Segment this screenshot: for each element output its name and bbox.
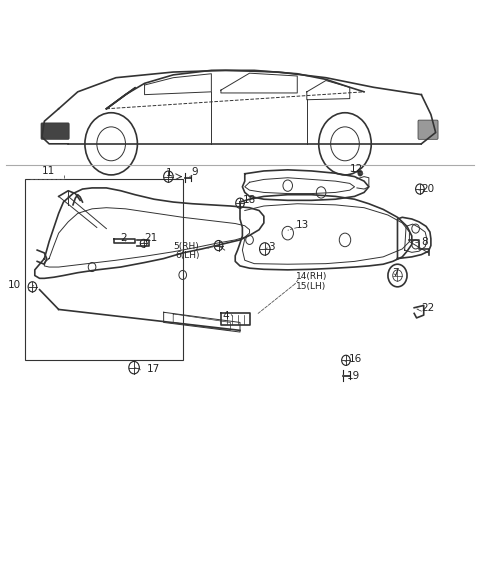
Text: 3: 3 <box>269 243 275 252</box>
FancyBboxPatch shape <box>418 120 438 139</box>
Text: 19: 19 <box>347 370 360 381</box>
Text: 6(LH): 6(LH) <box>175 251 199 260</box>
Text: 16: 16 <box>348 354 361 364</box>
Text: 21: 21 <box>144 233 158 243</box>
Text: 4: 4 <box>222 311 229 321</box>
Text: 22: 22 <box>421 303 434 313</box>
Text: 13: 13 <box>296 220 309 229</box>
Text: 18: 18 <box>242 195 256 206</box>
Text: 14(RH): 14(RH) <box>296 272 327 281</box>
Text: 11: 11 <box>42 166 55 176</box>
Text: 12: 12 <box>350 164 363 174</box>
Text: 2: 2 <box>120 233 127 243</box>
Text: 10: 10 <box>7 280 21 290</box>
FancyBboxPatch shape <box>41 123 69 139</box>
Text: 20: 20 <box>421 184 434 194</box>
Text: 5(RH): 5(RH) <box>174 241 199 250</box>
Text: 1: 1 <box>166 168 173 178</box>
Circle shape <box>358 170 363 176</box>
Text: 9: 9 <box>192 167 198 177</box>
Text: 7: 7 <box>392 268 399 278</box>
Text: 15(LH): 15(LH) <box>296 282 326 291</box>
Text: 17: 17 <box>147 364 160 374</box>
Text: 8: 8 <box>421 237 428 247</box>
